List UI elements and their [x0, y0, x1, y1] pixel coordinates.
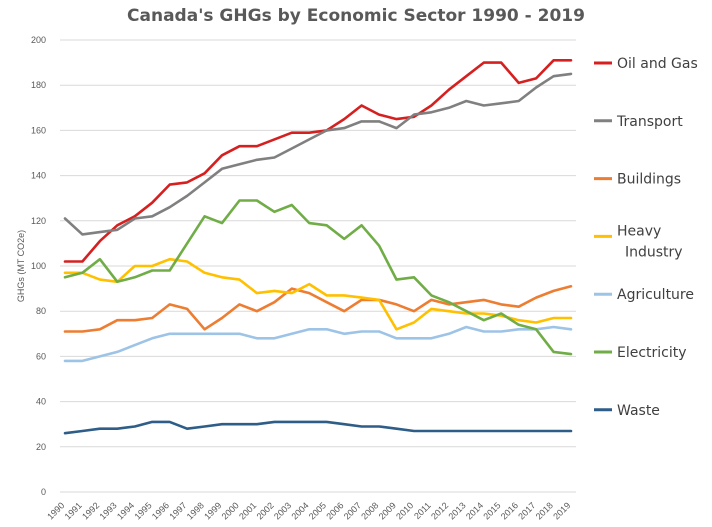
y-tick-label: 0: [41, 487, 46, 497]
series-line: [63, 72, 573, 236]
legend-label: Transport: [616, 114, 683, 130]
legend-label: Heavy Industry: [617, 223, 683, 260]
x-tick-label: 1994: [115, 500, 136, 521]
x-tick-label: 2007: [342, 500, 363, 521]
series-line: [63, 284, 573, 333]
x-tick-label: 1990: [45, 500, 66, 521]
y-tick-label: 100: [31, 261, 46, 271]
x-tick-label: 2003: [272, 500, 293, 521]
legend-label: Oil and Gas: [617, 56, 698, 72]
x-tick-label: 1999: [202, 500, 223, 521]
x-tick-label: 2005: [307, 500, 328, 521]
x-tick-label: 1995: [132, 500, 153, 521]
legend-label: Electricity: [617, 345, 687, 361]
x-tick-label: 2013: [446, 500, 467, 521]
x-tick-label: 1991: [63, 500, 84, 521]
series-line: [63, 420, 573, 435]
chart-title: Canada's GHGs by Economic Sector 1990 - …: [127, 6, 585, 26]
x-tick-label: 2009: [377, 500, 398, 521]
x-tick-label: 2004: [289, 500, 310, 521]
series-line: [63, 325, 573, 363]
series-line: [63, 199, 573, 356]
series-line: [63, 58, 573, 263]
legend-label: Buildings: [617, 172, 681, 188]
y-tick-label: 140: [31, 171, 46, 181]
x-tick-label: 2010: [394, 500, 415, 521]
x-tick-label: 2002: [255, 500, 276, 521]
x-tick-label: 2017: [516, 500, 537, 521]
y-tick-label: 200: [31, 35, 46, 45]
x-tick-label: 1996: [150, 500, 171, 521]
x-tick-label: 1992: [80, 500, 101, 521]
x-tick-label: 2019: [551, 500, 572, 521]
y-tick-label: 120: [31, 216, 46, 226]
x-tick-label: 1998: [185, 500, 206, 521]
x-tick-label: 2011: [412, 500, 433, 521]
x-tick-label: 1997: [167, 500, 188, 521]
x-tick-label: 2012: [429, 500, 450, 521]
x-tick-label: 2018: [534, 500, 555, 521]
y-tick-label: 60: [36, 351, 46, 361]
y-tick-label: 80: [36, 306, 46, 316]
x-tick-label: 2000: [220, 500, 241, 521]
series-line: [63, 257, 573, 331]
y-tick-label: 180: [31, 80, 46, 90]
y-tick-label: 20: [36, 442, 46, 452]
x-tick-label: 1993: [98, 500, 119, 521]
x-tick-label: 2006: [324, 500, 345, 521]
x-tick-label: 2014: [464, 500, 485, 521]
x-tick-label: 2016: [499, 500, 520, 521]
legend-label: Agriculture: [617, 287, 694, 303]
x-tick-label: 2001: [237, 500, 258, 521]
y-tick-label: 160: [31, 125, 46, 135]
legend-label: Waste: [617, 403, 660, 419]
x-tick-label: 2008: [359, 500, 380, 521]
y-axis-label: GHGs (MT CO2e): [16, 230, 26, 302]
y-tick-label: 40: [36, 397, 46, 407]
x-tick-label: 2015: [481, 500, 502, 521]
